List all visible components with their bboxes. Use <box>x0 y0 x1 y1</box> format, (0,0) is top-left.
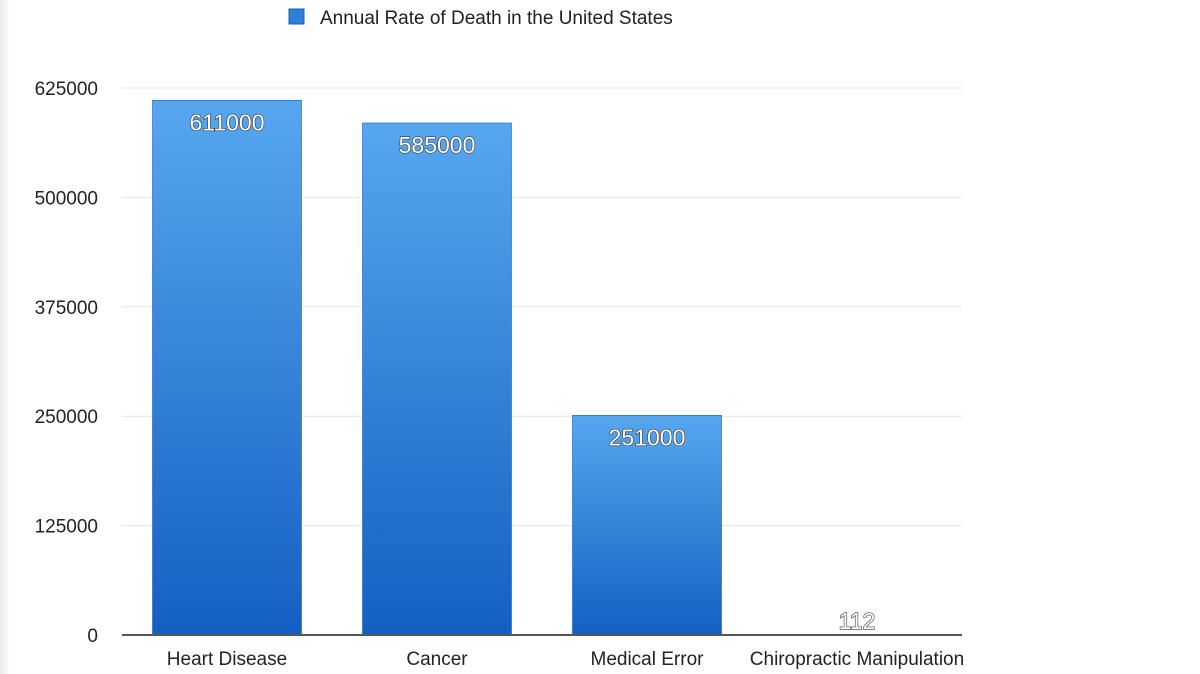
data-labels: 611000 585000 251000 112 <box>189 109 876 635</box>
data-label: 611000 <box>189 109 264 135</box>
bar <box>362 122 512 636</box>
x-category-label: Heart Disease <box>167 649 287 670</box>
x-category-label: Medical Error <box>591 649 705 670</box>
y-tick-label: 125000 <box>35 517 98 538</box>
legend-swatch <box>288 8 305 25</box>
data-label: 251000 <box>609 424 686 450</box>
bar <box>152 99 302 636</box>
y-tick-label: 375000 <box>35 298 98 319</box>
bar <box>572 415 722 636</box>
x-axis-categories: Heart Disease Cancer Medical Error Chiropra… <box>167 649 964 670</box>
left-edge-shadow <box>0 0 10 674</box>
data-label: 112 <box>839 608 876 634</box>
data-label: 585000 <box>399 132 476 158</box>
x-category-label: Chiropractic Manipulation <box>750 649 964 670</box>
y-axis-ticks: 0 125000 250000 375000 500000 625000 <box>35 79 98 647</box>
y-tick-label: 0 <box>87 626 98 647</box>
legend-label: Annual Rate of Death in the United State… <box>320 8 673 29</box>
y-tick-label: 500000 <box>35 188 98 209</box>
bars <box>152 99 722 636</box>
legend: Annual Rate of Death in the United State… <box>288 8 673 29</box>
y-tick-label: 250000 <box>35 407 98 428</box>
x-category-label: Cancer <box>406 649 468 670</box>
y-tick-label: 625000 <box>35 79 98 100</box>
